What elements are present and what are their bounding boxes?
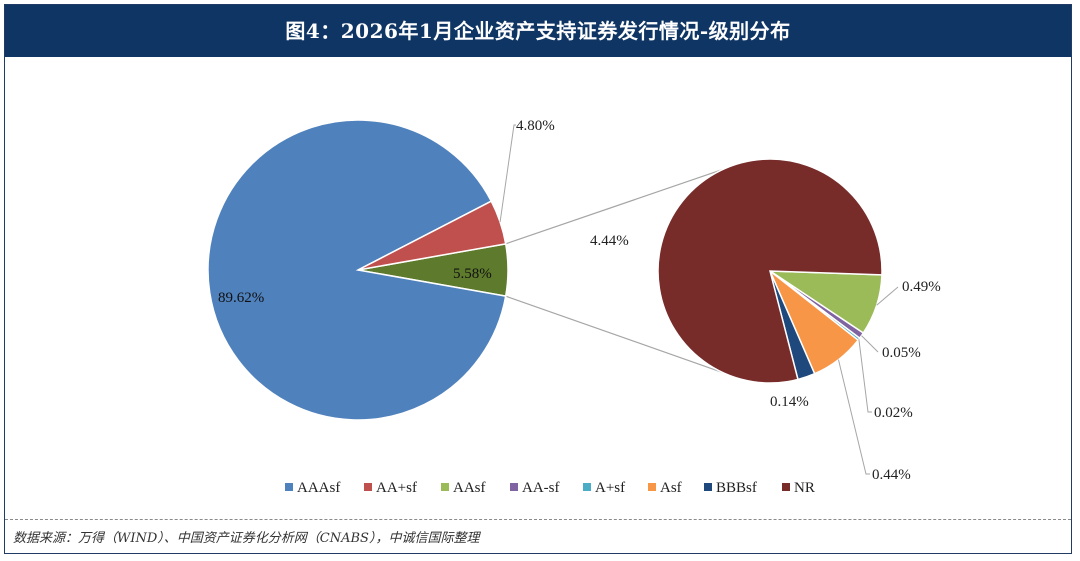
legend-swatch bbox=[648, 483, 656, 491]
leader-aasf bbox=[876, 286, 899, 306]
chart-title: 图4：2026年1月企业资产支持证券发行情况-级别分布 bbox=[5, 5, 1071, 57]
legend-label: AAAsf bbox=[297, 480, 340, 496]
slice-aa-plussf bbox=[357, 200, 507, 271]
legend-item-bbbsf: BBBsf bbox=[704, 480, 757, 496]
legend-label: AAsf bbox=[453, 480, 486, 496]
source-divider bbox=[5, 519, 1071, 520]
legend-swatch bbox=[704, 483, 712, 491]
leader-aa-plus-sf bbox=[499, 124, 516, 223]
leader-lines bbox=[499, 124, 899, 475]
leader-a-plus-sf bbox=[858, 339, 872, 413]
source-note: 数据来源：万得（WIND）、中国资产证券化分析网（CNABS），中诚信国际整理 bbox=[13, 531, 480, 546]
legend-label: Asf bbox=[660, 480, 682, 496]
legend-label: A+sf bbox=[595, 480, 625, 496]
legend-label: AA-sf bbox=[522, 480, 560, 496]
legend-item-asf: Asf bbox=[648, 480, 682, 496]
data-label-aasf: 0.49% bbox=[902, 279, 941, 295]
legend-item-aaasf: AAAsf bbox=[285, 480, 340, 496]
data-label-nr: 4.44% bbox=[590, 233, 629, 249]
legend-label: AA+sf bbox=[376, 480, 417, 496]
legend-swatch bbox=[441, 483, 449, 491]
slice-nr bbox=[657, 158, 883, 384]
legend-item-aasf: AAsf bbox=[441, 480, 486, 496]
legend-swatch bbox=[364, 483, 372, 491]
main-pie bbox=[207, 119, 509, 421]
legend-swatch bbox=[285, 483, 293, 491]
legend-item-a-plussf: A+sf bbox=[583, 480, 625, 496]
legend-label: NR bbox=[794, 480, 815, 496]
chart-frame: 图4：2026年1月企业资产支持证券发行情况-级别分布 数据来源：万得（WIND… bbox=[4, 4, 1072, 554]
legend-item-aa-plussf: AA+sf bbox=[364, 480, 417, 496]
legend-swatch bbox=[782, 483, 790, 491]
legend-item-aa-sf: AA-sf bbox=[510, 480, 560, 496]
data-labels: 89.62% 5.58% 4.80% 4.44% 0.49% 0.05% 0.02% 0.44… bbox=[218, 118, 941, 483]
connector-line-bottom bbox=[505, 295, 723, 374]
data-label-aa-plus-sf: 4.80% bbox=[516, 118, 555, 134]
connector-line-top bbox=[505, 168, 723, 245]
legend-swatch bbox=[510, 483, 518, 491]
legend-item-nr: NR bbox=[782, 480, 815, 496]
leader-aa-minus-sf bbox=[861, 335, 879, 353]
legend: AAAsf AA+sf AAsf AA-sf A+sf Asf BBBsf NR bbox=[285, 480, 815, 496]
data-label-aa-minus-sf: 0.05% bbox=[882, 345, 921, 361]
data-label-asf: 0.44% bbox=[872, 467, 911, 483]
legend-label: BBBsf bbox=[716, 480, 757, 496]
secondary-pie bbox=[657, 158, 883, 384]
leader-asf bbox=[837, 359, 870, 475]
slice-aaasf bbox=[207, 119, 507, 421]
data-label-bbbsf: 0.14% bbox=[770, 394, 809, 410]
data-label-a-plus-sf: 0.02% bbox=[874, 405, 913, 421]
connector-lines bbox=[505, 168, 723, 374]
data-label-other: 5.58% bbox=[453, 266, 492, 282]
legend-swatch bbox=[583, 483, 591, 491]
data-label-aaasf: 89.62% bbox=[218, 290, 264, 306]
